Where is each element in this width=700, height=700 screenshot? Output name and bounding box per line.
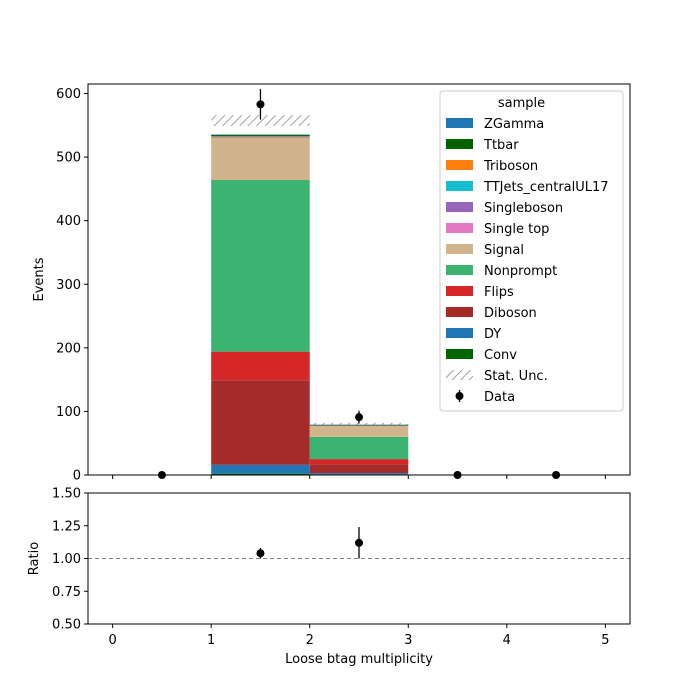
legend-label-singleboson: Singleboson	[484, 201, 563, 216]
main-y-tick-label-400: 400	[56, 214, 81, 229]
legend-label-dy: DY	[484, 327, 501, 342]
ratio-x-tick-label-3: 3	[404, 633, 412, 648]
legend-swatch-ttbar	[446, 139, 473, 149]
bar-triboson-bin-2	[309, 425, 409, 426]
legend-swatch-signal	[446, 244, 473, 254]
stat-unc-bin-1	[211, 115, 310, 126]
bar-conv-bin-1	[211, 473, 310, 475]
bar-zgamma-bin-1	[211, 134, 310, 136]
ratio-y-ticks: 0.50 0.75 1.00 1.25 1.50	[52, 487, 88, 633]
legend-label-conv: Conv	[484, 348, 517, 363]
bar-dy-bin-2	[309, 473, 409, 475]
legend-swatch-data	[455, 392, 464, 400]
x-axis-label: Loose btag multiplicity	[285, 652, 433, 667]
bar-diboson-bin-1	[211, 380, 310, 465]
bar-nonprompt-bin-1	[211, 180, 310, 352]
legend-label-triboson: Triboson	[483, 159, 538, 174]
main-y-tick-label-600: 600	[56, 87, 81, 102]
data-point-1	[256, 100, 265, 109]
legend-label-diboson: Diboson	[484, 306, 537, 321]
legend-swatch-triboson	[446, 160, 473, 170]
main-panel: 0 100 200 300 400 500 600 Events sample ZGamma T…	[32, 83, 631, 484]
bar-dy-bin-1	[211, 464, 310, 474]
legend-swatch-flips	[446, 286, 473, 296]
legend-swatch-stat-unc	[446, 370, 473, 380]
ratio-x-tick-label-1: 1	[207, 633, 215, 648]
stat-unc-bin-2	[309, 422, 409, 426]
legend-swatch-conv	[446, 349, 473, 359]
ratio-y-tick-label-0.50: 0.50	[52, 618, 81, 633]
ratio-x-tick-label-0: 0	[108, 633, 116, 648]
legend-swatch-diboson	[446, 307, 473, 317]
main-y-tick-label-100: 100	[56, 405, 81, 420]
main-y-tick-label-0: 0	[73, 469, 81, 484]
bar-singleboson-bin-1	[211, 136, 310, 138]
legend-label-stat-unc: Stat. Unc.	[484, 369, 548, 384]
legend-swatch-nonprompt	[446, 265, 473, 275]
main-y-tick-label-200: 200	[56, 341, 81, 356]
main-plot-frame	[87, 83, 631, 476]
bar-ttbar-bin-1	[211, 134, 310, 137]
legend-label-ttbar: Ttbar	[483, 138, 519, 153]
bar-ttjets-centralul17-bin-1	[211, 136, 310, 138]
legend-swatch-zgamma	[446, 118, 473, 128]
legend-label-ttjets-centralul17: TTJets_centralUL17	[483, 180, 609, 195]
main-y-tick-label-300: 300	[56, 278, 81, 293]
ratio-y-tick-label-0.75: 0.75	[52, 585, 81, 600]
legend-label-nonprompt: Nonprompt	[484, 264, 557, 279]
legend-swatch-single-top	[446, 223, 473, 233]
legend: sample ZGamma Ttbar Triboson TTJets_centralU…	[439, 90, 624, 412]
bar-nonprompt-bin-2	[309, 436, 409, 460]
bar-single-top-bin-1	[211, 137, 310, 138]
ratio-y-tick-label-1.50: 1.50	[52, 487, 81, 502]
ratio-points	[256, 527, 363, 559]
legend-label-zgamma: ZGamma	[484, 117, 544, 132]
ratio-y-tick-label-1.25: 1.25	[52, 519, 81, 534]
legend-label-data: Data	[484, 390, 515, 405]
legend-label-signal: Signal	[484, 243, 524, 258]
ratio-plot-frame	[87, 492, 631, 625]
bar-triboson-bin-1	[211, 136, 310, 137]
ratio-panel: 0.50 0.75 1.00 1.25 1.50 0 1 2 3 4 5 Ratio Loose …	[27, 487, 631, 667]
legend-box	[439, 90, 624, 412]
bar-flips-bin-2	[309, 459, 409, 465]
y-axis-label: Events	[32, 257, 47, 301]
legend-label-flips: Flips	[484, 285, 514, 300]
main-y-tick-label-500: 500	[56, 151, 81, 166]
ratio-x-ticks: 0 1 2 3 4 5	[108, 624, 610, 648]
legend-title: sample	[498, 96, 545, 111]
ratio-x-tick-label-5: 5	[601, 633, 609, 648]
legend-swatch-dy	[446, 328, 473, 338]
bar-diboson-bin-2	[309, 464, 409, 474]
ratio-x-tick-label-2: 2	[306, 633, 314, 648]
legend-label-single-top: Single top	[484, 222, 549, 237]
stat-unc-band	[211, 115, 409, 426]
main-y-ticks: 0 100 200 300 400 500 600	[56, 87, 88, 484]
ratio-point-0	[256, 549, 265, 558]
legend-swatch-singleboson	[446, 202, 473, 212]
ratio-y-axis-label: Ratio	[27, 542, 42, 575]
data-point-2	[355, 413, 363, 422]
bar-signal-bin-1	[211, 137, 310, 181]
ratio-point-1	[355, 538, 363, 547]
ratio-y-tick-label-1.00: 1.00	[52, 552, 81, 567]
legend-swatch-ttjets-centralul17	[446, 181, 473, 191]
bar-signal-bin-2	[309, 425, 409, 437]
bar-flips-bin-1	[211, 351, 310, 381]
main-x-ticks	[112, 475, 606, 479]
ratio-x-tick-label-4: 4	[503, 633, 511, 648]
